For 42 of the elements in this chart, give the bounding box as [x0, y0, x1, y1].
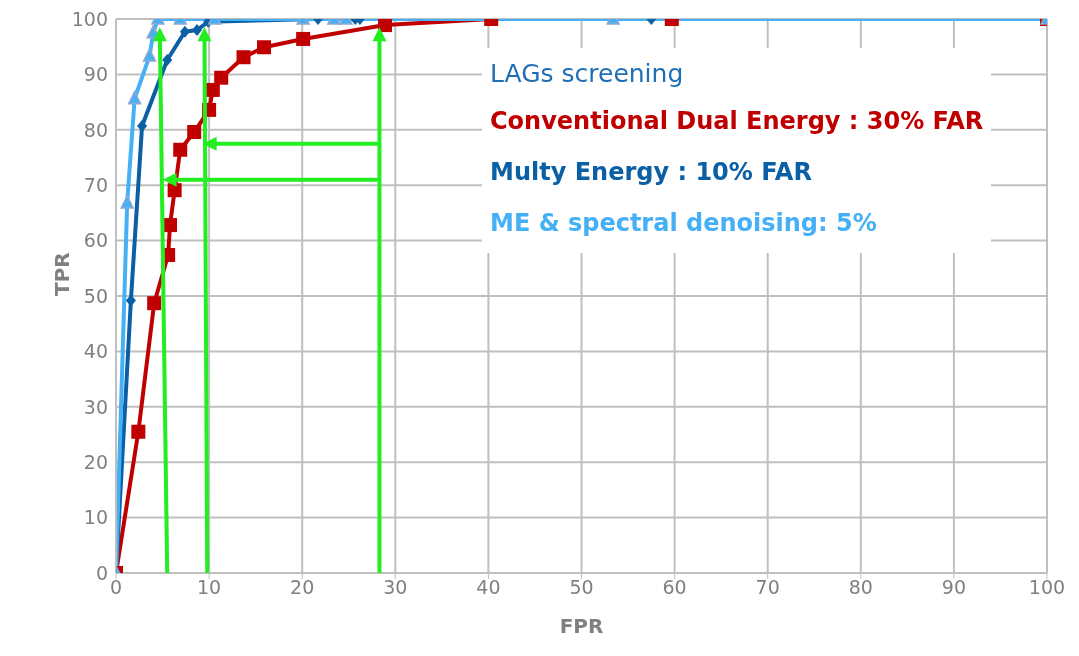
x-tick-label: 70	[755, 576, 780, 599]
x-tick-label: 90	[941, 576, 966, 599]
y-tick-label: 0	[95, 561, 108, 584]
y-tick-label: 50	[83, 284, 108, 307]
x-tick-label: 50	[569, 576, 594, 599]
x-tick-label: 20	[290, 576, 315, 599]
x-tick-label: 10	[197, 576, 222, 599]
x-tick-label: 40	[476, 576, 501, 599]
text: ME & spectral denoising: 5%	[490, 208, 878, 239]
point	[236, 50, 251, 65]
text: Conventional Dual Energy : 30% FAR	[490, 106, 984, 137]
point	[192, 24, 202, 37]
y-tick-label: 100	[71, 7, 108, 30]
point	[147, 296, 162, 311]
y-tick-label: 70	[83, 173, 108, 196]
point	[167, 183, 182, 198]
y-tick-label: 30	[83, 395, 108, 418]
y-tick-label: 10	[83, 506, 108, 529]
point	[163, 218, 177, 233]
legend-title: LAGs screening	[490, 58, 685, 90]
y-tick-label: 20	[83, 450, 108, 473]
x-tick-label: 100	[1028, 576, 1066, 599]
point	[187, 125, 202, 140]
point	[131, 424, 146, 439]
x-axis-title: FPR	[559, 614, 604, 638]
x-tick-label: 80	[848, 576, 873, 599]
y-tick-label: 90	[83, 63, 108, 86]
point	[137, 119, 148, 132]
text: Multy Energy : 10% FAR	[490, 157, 813, 188]
point	[162, 54, 173, 66]
y-axis-title: TPR	[50, 252, 75, 296]
point	[378, 19, 393, 33]
y-tick-label: 40	[83, 340, 108, 363]
x-tick-label: 30	[383, 576, 408, 599]
point	[257, 40, 272, 55]
point	[214, 70, 229, 85]
x-tick-label: 60	[662, 576, 687, 599]
point	[120, 195, 134, 209]
point	[173, 142, 188, 157]
x-tick-label: 0	[109, 576, 123, 599]
y-tick-label: 80	[83, 118, 108, 141]
y-tick-label: 60	[83, 229, 108, 252]
